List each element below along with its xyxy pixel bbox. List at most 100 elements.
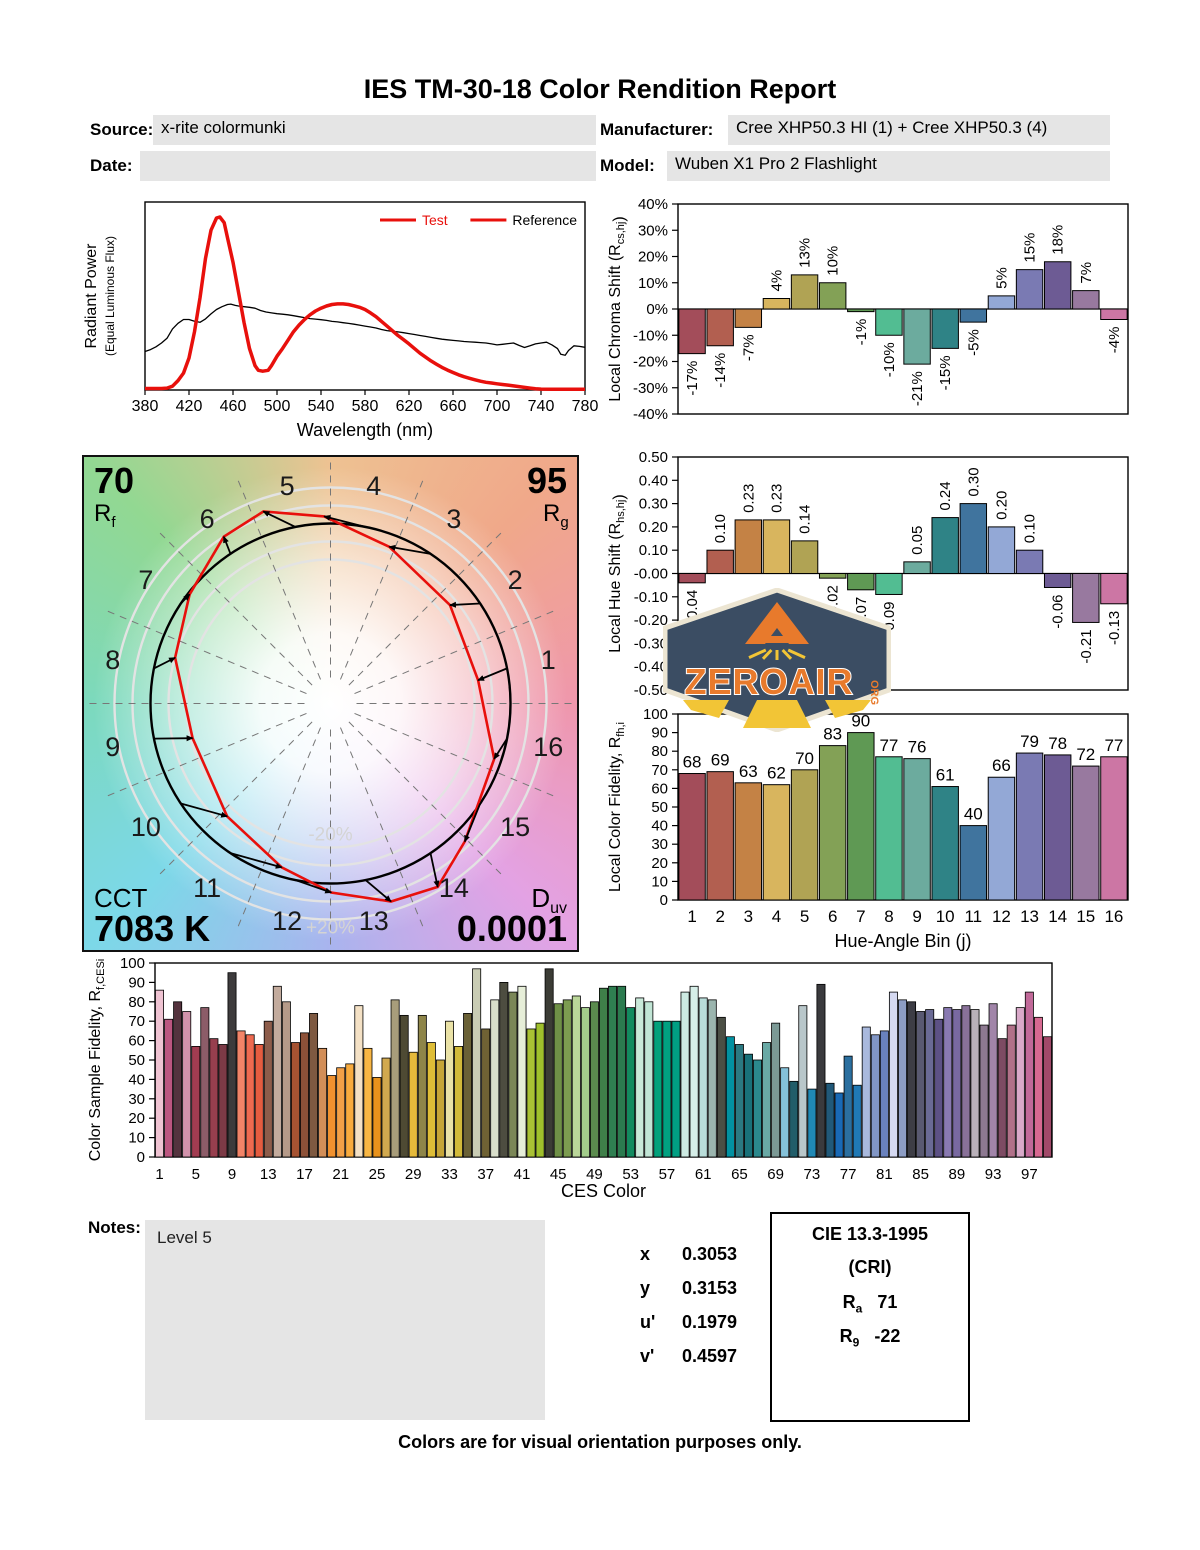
shift-arrow	[463, 803, 481, 843]
bar-value-label: 77	[1104, 736, 1123, 755]
bin-number: 8	[105, 645, 120, 675]
bar-value-label: 0.24	[937, 481, 954, 510]
bar	[931, 517, 959, 574]
bar	[959, 503, 988, 574]
bar	[1100, 756, 1128, 901]
bar	[762, 784, 791, 901]
bar-value-label: 0.05	[909, 526, 926, 555]
x-tick-label: 65	[731, 1166, 748, 1183]
bar	[173, 1001, 183, 1158]
bar	[345, 1063, 355, 1158]
bar-value-label: -0.21	[1078, 629, 1095, 663]
bar	[762, 1042, 772, 1158]
x-tick-label: 11	[964, 907, 982, 926]
chart-text: Local Hue Shift (Rhs,hj)	[607, 494, 628, 652]
y-tick-label: 0	[660, 892, 668, 909]
x-tick-label: 500	[264, 398, 291, 415]
bar	[734, 1044, 744, 1158]
y-tick-label: 90	[651, 725, 668, 742]
y-tick-label: 50	[651, 799, 668, 816]
x-tick-label: 7	[856, 907, 865, 926]
bin-number: 3	[446, 504, 461, 534]
x-tick-label: 580	[352, 398, 379, 415]
bar	[861, 1026, 871, 1158]
local_fidelity-svg: 0102030405060708090100681692633624705836…	[607, 706, 1129, 951]
x-axis-title: CES Color	[561, 1181, 646, 1201]
x-tick-label: 540	[308, 398, 335, 415]
bar-value-label: -4%	[1106, 327, 1123, 354]
x-tick-label: 9	[228, 1166, 236, 1183]
footer-note: Colors are for visual orientation purpos…	[398, 1432, 802, 1452]
y-tick-label: 20	[651, 855, 668, 872]
bar	[706, 308, 734, 347]
bar	[907, 1001, 917, 1158]
bar	[1042, 1036, 1052, 1158]
bar	[236, 1030, 246, 1158]
bar-value-label: 0.30	[965, 467, 982, 496]
bar-value-label: 7%	[1078, 262, 1095, 284]
bar-value-label: 15%	[1022, 233, 1039, 263]
bar-value-label: 40	[964, 805, 983, 824]
v-value: 0.4597	[682, 1346, 738, 1366]
bar	[698, 997, 708, 1158]
bar	[553, 1003, 563, 1158]
bar	[245, 1034, 255, 1158]
bar-value-label: 0.23	[768, 484, 785, 513]
spd-chart: 380 420 460 500 540 580 620 660 700 740 780 Wavelen…	[80, 192, 600, 442]
bar	[959, 308, 988, 323]
bar	[155, 989, 165, 1158]
x-tick-label: 61	[695, 1166, 712, 1183]
shift-arrow	[429, 852, 440, 888]
y-tick-label: 70	[128, 1013, 145, 1030]
cri-box: CIE 13.3-1995 (CRI) Ra 71 R9 -22	[770, 1212, 970, 1422]
shift-arrow	[388, 544, 431, 555]
bar-value-label: 13%	[797, 238, 814, 268]
y-tick-label: 10%	[638, 275, 668, 292]
logo-wordmark: ZEROAIR	[685, 661, 854, 702]
logo-emblem	[745, 602, 809, 644]
x-tick-label: 420	[176, 398, 203, 415]
bar	[426, 1042, 436, 1158]
bin-boundary-line	[348, 531, 503, 686]
cct-label: CCT	[94, 883, 148, 913]
bar-value-label: -10%	[881, 342, 898, 377]
bar	[209, 1038, 219, 1158]
bar	[725, 1036, 735, 1158]
y-value: 0.3153	[682, 1278, 738, 1298]
bar	[408, 1051, 418, 1158]
bar	[363, 1047, 373, 1158]
x-tick-label: 89	[949, 1166, 966, 1183]
bar-value-label: 63	[739, 762, 758, 781]
x-tick-label: 97	[1021, 1166, 1038, 1183]
x-tick-label: 14	[1048, 907, 1067, 926]
bar	[399, 1014, 409, 1158]
v-label: v'	[640, 1346, 655, 1366]
x-tick-label: 77	[840, 1166, 857, 1183]
x-tick-label: 41	[514, 1166, 531, 1183]
bar	[309, 1013, 319, 1158]
chart-text: Color Sample Fidelity, Rf,CESi	[87, 959, 107, 1162]
zeroair-logo: ZEROAIR ORG	[662, 587, 892, 733]
bar	[1100, 573, 1128, 605]
x-value: 0.3053	[682, 1244, 738, 1264]
bin-boundary-line	[158, 531, 313, 686]
bar	[707, 999, 717, 1158]
x-tick-label: 1	[155, 1166, 163, 1183]
ra-value: 71	[877, 1292, 898, 1312]
y-tick-label: 10	[128, 1130, 145, 1147]
guide-ring	[185, 558, 476, 849]
bar	[1072, 765, 1100, 901]
bar	[200, 1007, 210, 1158]
bar	[734, 782, 763, 901]
cri-subtitle: (CRI)	[848, 1257, 892, 1277]
bar	[454, 1046, 464, 1158]
page-title: IES TM-30-18 Color Rendition Report	[363, 74, 837, 104]
y-tick-label: 50	[128, 1052, 145, 1069]
y-tick-label: 60	[128, 1033, 145, 1050]
bin-number: 14	[439, 873, 469, 903]
y-axis-title: Radiant Power	[83, 243, 100, 349]
y-tick-label: 0.50	[639, 449, 668, 466]
y-axis-subtitle: (Equal Luminous Flux)	[103, 236, 117, 356]
x-tick-label: 15	[1076, 907, 1095, 926]
x-tick-label: 700	[484, 398, 511, 415]
